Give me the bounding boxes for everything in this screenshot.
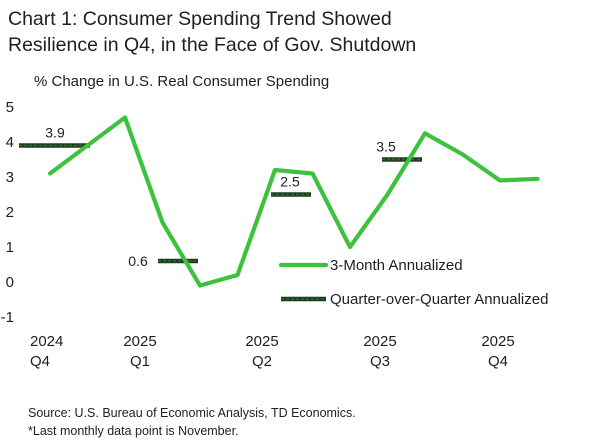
x-tick-year: 2025 [481,333,514,350]
x-tick-quarter: Q4 [488,353,508,370]
y-tick-label: 3 [6,169,14,186]
y-axis-title: % Change in U.S. Real Consumer Spending [34,73,330,90]
x-tick-quarter: Q3 [370,353,390,370]
quarterly-data-label: 3.5 [376,139,396,155]
quarterly-series: 3.9 0.6 2.5 3.5 [19,125,422,269]
chart-title-line-2: Resilience in Q4, in the Face of Gov. Sh… [8,34,417,56]
quarterly-data-label: 3.9 [45,125,65,141]
quarterly-data-label: 0.6 [128,253,148,269]
legend: 3-Month Annualized Quarter-over-Quarter … [278,257,548,308]
x-tick-year: 2024 [30,333,63,350]
footnote-text: *Last monthly data point is November. [28,424,239,438]
y-tick-label: 2 [6,204,14,221]
chart-title-line-1: Chart 1: Consumer Spending Trend Showed [8,8,392,30]
monthly-series-line [47,115,540,288]
x-tick-year: 2025 [123,333,156,350]
y-tick-label: 0 [6,274,14,291]
x-tick-quarter: Q1 [130,353,150,370]
x-axis-ticks: 2024 Q4 2025 Q1 2025 Q2 2025 Q3 2025 Q4 [30,333,515,370]
y-tick-label: 5 [6,99,14,116]
y-axis-ticks: 5 4 3 2 1 0 -1 [1,99,14,326]
source-note: Source: U.S. Bureau of Economic Analysis… [28,404,356,440]
x-tick-year: 2025 [363,333,396,350]
x-tick-quarter: Q2 [252,353,272,370]
x-tick-quarter: Q4 [30,353,50,370]
y-tick-label: 4 [6,134,14,151]
chart-title: Chart 1: Consumer Spending Trend Showed … [8,6,416,58]
quarterly-data-label: 2.5 [280,174,300,190]
legend-label-quarterly: Quarter-over-Quarter Annualized [330,291,548,308]
y-tick-label: -1 [1,309,14,326]
legend-label-monthly: 3-Month Annualized [330,257,463,274]
source-text: Source: U.S. Bureau of Economic Analysis… [28,406,356,420]
y-tick-label: 1 [6,239,14,256]
x-tick-year: 2025 [245,333,278,350]
